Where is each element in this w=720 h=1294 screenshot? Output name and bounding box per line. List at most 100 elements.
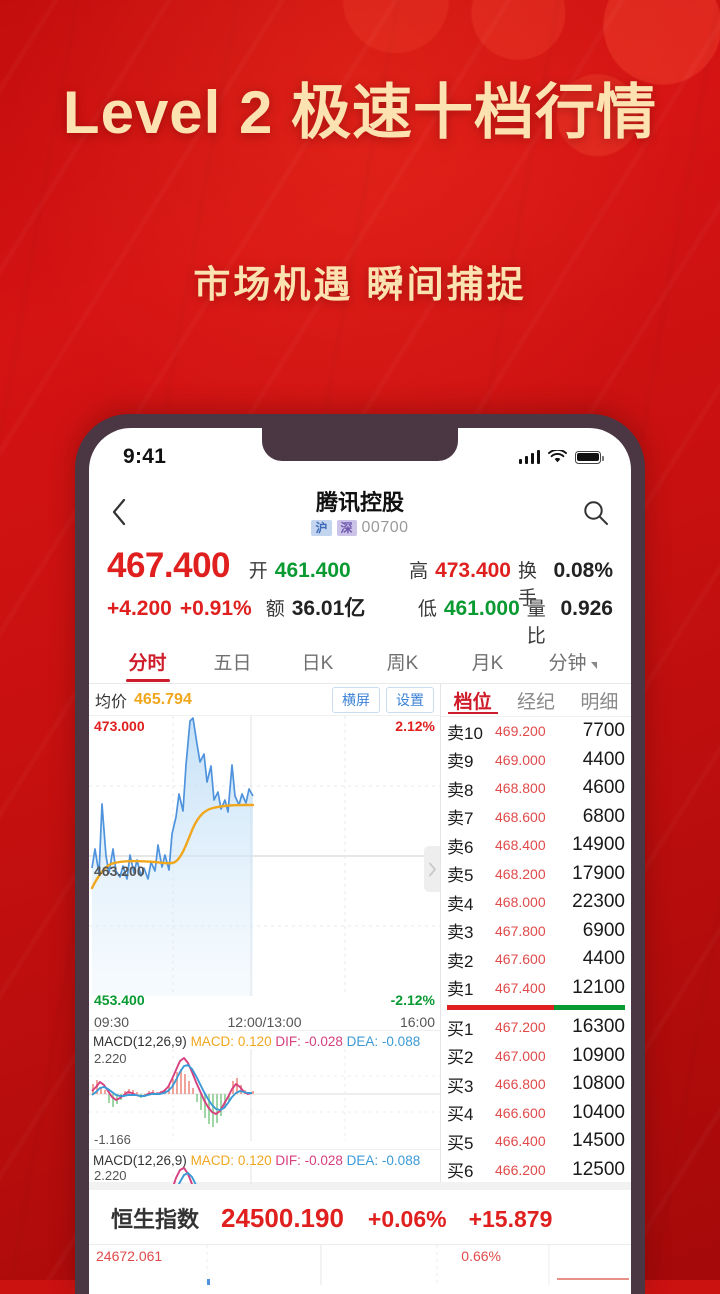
quote-label-high: 高	[409, 561, 429, 582]
bid-price: 467.200	[495, 1019, 546, 1036]
landscape-button[interactable]: 横屏	[332, 686, 380, 713]
ratio-bar-sell	[553, 1005, 625, 1010]
orderbook-row-bid[interactable]: 买1 467.200 16300	[441, 1013, 631, 1042]
macd-value-primary: MACD: 0.120	[190, 1034, 272, 1049]
orderbook-row-ask[interactable]: 卖2 467.600 4400	[441, 945, 631, 974]
hsi-panel[interactable]: 恒生指数 24500.190 +0.06% +15.879 24672.061 …	[89, 1182, 631, 1285]
phone-screen: 9:41 腾讯控股 沪 深	[89, 428, 631, 1294]
orderbook-row-ask[interactable]: 卖8 468.800 4600	[441, 774, 631, 803]
ask-qty: 6800	[582, 805, 625, 827]
tab-mingxi[interactable]: 明细	[580, 691, 619, 713]
ask-price: 467.600	[495, 951, 546, 968]
orderbook-row-ask[interactable]: 卖9 469.000 4400	[441, 746, 631, 775]
ask-level: 卖10	[447, 723, 483, 743]
tab-dangwei[interactable]: 档位	[441, 684, 504, 716]
quote-value-low: 461.000	[443, 597, 520, 620]
chart-expand-button[interactable]	[424, 846, 440, 892]
tab-zhouk[interactable]: 周K	[386, 653, 419, 674]
ask-level: 卖9	[447, 752, 474, 772]
orderbook-row-bid[interactable]: 买2 467.000 10900	[441, 1042, 631, 1071]
bid-qty: 14500	[572, 1130, 625, 1152]
orderbook-tabs: 档位 经纪 明细	[441, 684, 631, 717]
quote-label-open: 开	[248, 561, 268, 582]
intraday-chart[interactable]: 473.000 2.12% 463.200 453.400 -2.12% 09:…	[89, 716, 441, 1030]
search-button[interactable]	[569, 499, 609, 526]
chart-axis-mid: 463.200	[94, 863, 145, 879]
ask-level: 卖4	[447, 894, 474, 914]
macd-scale-top-secondary: 2.220	[94, 1168, 127, 1183]
ratio-bar-buy	[447, 1005, 554, 1010]
quote-panel: 467.400 开 461.400 高 473.400 换手 0.08% +4.…	[89, 544, 631, 647]
back-button[interactable]	[111, 498, 151, 526]
orderbook-row-bid[interactable]: 买5 466.400 14500	[441, 1127, 631, 1156]
tab-fenzhong[interactable]: 分钟	[530, 640, 615, 683]
page-title: 腾讯控股	[315, 489, 404, 515]
price-change: +4.200	[107, 597, 172, 620]
last-price: 467.400	[107, 546, 231, 585]
bid-qty: 10900	[572, 1044, 625, 1066]
battery-icon	[575, 450, 604, 464]
tab-wuri[interactable]: 五日	[213, 653, 252, 674]
nav-title-wrap: 腾讯控股 沪 深 00700	[151, 490, 569, 537]
ask-qty: 7700	[582, 720, 625, 742]
hsi-name: 恒生指数	[111, 1207, 200, 1232]
bid-qty: 10800	[572, 1073, 625, 1095]
tab-fenshi[interactable]: 分时	[105, 640, 190, 683]
settings-button[interactable]: 设置	[386, 686, 434, 713]
time-tick-open: 09:30	[94, 1014, 130, 1030]
status-bar: 9:41	[89, 428, 631, 480]
macd-panel-primary[interactable]: MACD(12,26,9) MACD: 0.120 DIF: -0.028 DE…	[89, 1030, 441, 1149]
tab-yuek[interactable]: 月K	[471, 653, 504, 674]
poster-headline: Level 2 极速十档行情	[62, 79, 658, 146]
ask-price: 468.000	[495, 894, 546, 911]
tab-rik[interactable]: 日K	[301, 653, 334, 674]
bid-level: 买5	[447, 1133, 474, 1153]
chart-time-axis: 09:30 12:00/13:00 16:00	[89, 1014, 440, 1030]
chevron-right-icon	[428, 862, 436, 876]
tab-jingji[interactable]: 经纪	[516, 691, 555, 713]
orderbook-row-bid[interactable]: 买6 466.200 12500	[441, 1156, 631, 1185]
ask-price: 468.200	[495, 865, 546, 882]
chart-column: 均价 465.794 横屏 设置	[89, 684, 441, 1184]
orderbook-row-ask[interactable]: 卖10 469.200 7700	[441, 717, 631, 746]
ask-qty: 22300	[572, 891, 625, 913]
bid-level: 买4	[447, 1105, 474, 1125]
avg-price-label: 均价	[95, 693, 128, 711]
wifi-icon	[548, 450, 567, 463]
orderbook-row-ask[interactable]: 卖7 468.600 6800	[441, 803, 631, 832]
orderbook-row-ask[interactable]: 卖5 468.200 17900	[441, 860, 631, 889]
orderbook-row-bid[interactable]: 买4 466.600 10400	[441, 1099, 631, 1128]
bid-price: 466.800	[495, 1076, 546, 1093]
dea-value-secondary: DEA: -0.088	[346, 1153, 421, 1168]
hsi-chart-high: 24672.061	[96, 1248, 163, 1264]
quote-row-primary: 467.400 开 461.400 高 473.400 换手 0.08%	[107, 546, 613, 609]
macd-name-primary: MACD(12,26,9)	[93, 1034, 187, 1049]
bid-qty: 16300	[572, 1016, 625, 1038]
quote-label-low: 低	[417, 599, 437, 620]
chart-axis-low: 453.400	[94, 992, 145, 1008]
quote-row-secondary: +4.200 +0.91% 额 36.01亿 低 461.000 量比 0.92…	[107, 592, 613, 647]
orderbook-row-ask[interactable]: 卖1 467.400 12100	[441, 974, 631, 1003]
orderbook-row-ask[interactable]: 卖4 468.000 22300	[441, 888, 631, 917]
quote-label-amount: 额	[265, 599, 285, 620]
hsi-summary-row: 恒生指数 24500.190 +0.06% +15.879	[89, 1202, 631, 1234]
hsi-mini-chart: 24672.061 0.66%	[89, 1244, 631, 1285]
orderbook-row-ask[interactable]: 卖3 467.800 6900	[441, 917, 631, 946]
dif-value-primary: DIF: -0.028	[275, 1034, 343, 1049]
phone-mockup: 9:41 腾讯控股 沪 深	[75, 414, 645, 1294]
macd-chart-secondary	[172, 1166, 252, 1184]
orderbook-row-bid[interactable]: 买3 466.800 10800	[441, 1070, 631, 1099]
quote-value-amount: 36.01亿	[291, 597, 366, 620]
ask-level: 卖1	[447, 980, 474, 1000]
ask-level: 卖5	[447, 866, 474, 886]
market-badge-hu: 沪	[311, 519, 332, 536]
macd-chart-primary	[89, 1049, 441, 1141]
macd-panel-secondary[interactable]: MACD(12,26,9) MACD: 0.120 DIF: -0.028 DE…	[89, 1149, 440, 1184]
macd-header-primary: MACD(12,26,9) MACD: 0.120 DIF: -0.028 DE…	[89, 1031, 440, 1050]
bid-level: 买2	[447, 1048, 474, 1068]
status-bar-clock: 9:41	[123, 445, 167, 468]
macd-value-secondary: MACD: 0.120	[190, 1153, 272, 1168]
orderbook-row-ask[interactable]: 卖6 468.400 14900	[441, 831, 631, 860]
quote-label-turnover-rate: 换手	[518, 561, 538, 609]
hsi-change-pct: +0.06%	[367, 1206, 447, 1232]
